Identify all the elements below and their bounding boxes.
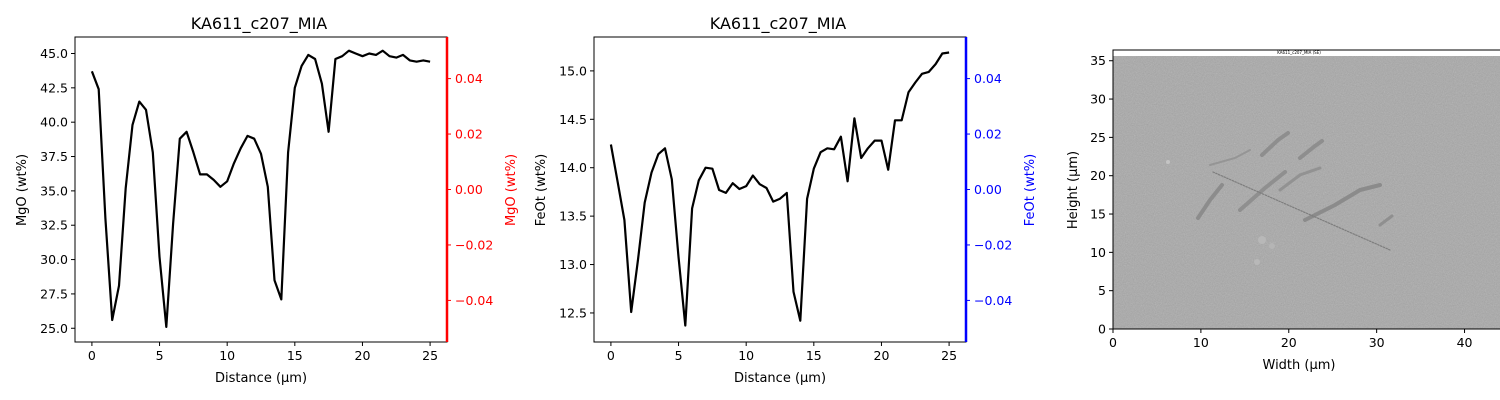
- feot-x-tick-label: 0: [607, 348, 615, 363]
- mgo-x-axis-label: Distance (µm): [215, 371, 307, 386]
- feot-x-tick-label: 15: [806, 348, 822, 363]
- mgo-x-tick-label: 25: [422, 348, 438, 363]
- mgo-x-tick-label: 0: [88, 348, 96, 363]
- feot-x-tick-label: 20: [874, 348, 890, 363]
- mgo-y2-tick-label: 0.02: [455, 127, 483, 142]
- mgo-chart-panel: KA611_c207_MIA 0 5 10 15 20 25 25.0 27.5 30.0 32…: [15, 14, 519, 386]
- se-y-tick-label: 35: [1090, 53, 1106, 68]
- feot-chart-title: KA611_c207_MIA: [710, 14, 847, 34]
- se-y-tick-label: 0: [1098, 322, 1106, 337]
- mgo-y2-tick-label: 0.00: [455, 182, 483, 197]
- feot-x-tick-label: 5: [675, 348, 683, 363]
- mgo-x-tick-label: 15: [287, 348, 303, 363]
- se-x-axis-label: Width (µm): [1263, 358, 1336, 373]
- feot-x-axis-label: Distance (µm): [734, 371, 826, 386]
- mgo-plot-frame: [74, 36, 448, 343]
- mgo-series: [90, 49, 431, 328]
- mgo-y2-tick-label: 0.04: [455, 71, 483, 86]
- feot-y2-axis-label: FeOt (wt%): [1023, 154, 1038, 226]
- feot-y-tick-label: 15.0: [559, 63, 587, 78]
- feot-y-tick-label: 14.5: [559, 112, 587, 127]
- se-y-ticks: 0 5 10 15 20 25 30 35: [1090, 53, 1113, 337]
- se-x-tick-label: 40: [1457, 335, 1473, 350]
- mgo-y-ticks: 25.0 27.5 30.0 32.5 35.0 37.5 40.0 42.5 45.0: [40, 46, 75, 336]
- se-y-axis-label: Height (µm): [1066, 151, 1081, 229]
- mgo-y-tick-label: 35.0: [40, 183, 68, 198]
- se-y-tick-label: 20: [1090, 168, 1106, 183]
- se-image-texture: [1113, 56, 1500, 329]
- se-x-tick-label: 20: [1281, 335, 1297, 350]
- se-y-tick-label: 30: [1090, 92, 1106, 107]
- mgo-y-tick-label: 30.0: [40, 252, 68, 267]
- feot-x-tick-label: 10: [738, 348, 754, 363]
- se-image-header-strip: [1113, 50, 1500, 56]
- se-image-features: [1166, 131, 1394, 265]
- mgo-x-ticks: 0 5 10 15 20 25: [88, 342, 438, 363]
- mgo-x-tick-label: 10: [219, 348, 235, 363]
- feot-y-tick-label: 12.5: [559, 305, 587, 320]
- feot-x-ticks: 0 5 10 15 20 25: [607, 342, 957, 363]
- feot-y2-tick-label: −0.04: [974, 293, 1012, 308]
- mgo-y2-axis-label: MgO (wt%): [504, 154, 519, 226]
- mgo-x-tick-label: 5: [156, 348, 164, 363]
- se-image-caption: KA611_c207_MIA (SE): [1277, 50, 1321, 55]
- feot-y2-ticks: −0.04 −0.02 0.00 0.02 0.04: [966, 71, 1012, 308]
- mgo-y-tick-label: 40.0: [40, 115, 68, 130]
- feot-y-axis-label: FeOt (wt%): [534, 154, 549, 226]
- se-y-tick-label: 5: [1098, 283, 1106, 298]
- mgo-y-tick-label: 37.5: [40, 149, 68, 164]
- mgo-y-axis-label: MgO (wt%): [15, 154, 30, 226]
- feot-y-tick-label: 13.0: [559, 257, 587, 272]
- mgo-series-line: [90, 49, 431, 328]
- se-x-ticks: 0 10 20 30 40: [1109, 329, 1473, 350]
- feot-y2-tick-label: 0.00: [974, 182, 1002, 197]
- mgo-y-tick-label: 25.0: [40, 321, 68, 336]
- feot-y-tick-label: 14.0: [559, 160, 587, 175]
- feot-y2-tick-label: −0.02: [974, 237, 1012, 252]
- mgo-chart-title: KA611_c207_MIA: [191, 14, 328, 34]
- mgo-y-tick-label: 42.5: [40, 80, 68, 95]
- mgo-y2-tick-label: −0.04: [455, 293, 493, 308]
- feot-x-tick-label: 25: [941, 348, 957, 363]
- se-x-tick-label: 30: [1369, 335, 1385, 350]
- feot-series: [609, 51, 950, 327]
- se-x-tick-label: 0: [1109, 335, 1117, 350]
- se-y-tick-label: 25: [1090, 130, 1106, 145]
- se-x-tick-label: 10: [1193, 335, 1209, 350]
- se-image-panel: KA611_c207_MIA (SE) 0 10 20 30 40 0 5 10 15 20 25…: [1066, 49, 1500, 373]
- feot-y2-tick-label: 0.02: [974, 127, 1002, 142]
- mgo-y2-tick-label: −0.02: [455, 237, 493, 252]
- feot-y-ticks: 12.5 13.0 13.5 14.0 14.5 15.0: [559, 63, 594, 320]
- feot-series-line: [609, 51, 950, 327]
- mgo-x-tick-label: 20: [355, 348, 371, 363]
- mgo-y-tick-label: 32.5: [40, 218, 68, 233]
- feot-y2-tick-label: 0.04: [974, 71, 1002, 86]
- mgo-y-tick-label: 27.5: [40, 286, 68, 301]
- feot-y-tick-label: 13.5: [559, 209, 587, 224]
- se-y-tick-label: 10: [1090, 245, 1106, 260]
- mgo-y-tick-label: 45.0: [40, 46, 68, 61]
- se-image-frame: [1112, 49, 1500, 330]
- mgo-y2-ticks: −0.04 −0.02 0.00 0.02 0.04: [447, 71, 493, 308]
- se-y-tick-label: 15: [1090, 207, 1106, 222]
- feot-chart-panel: KA611_c207_MIA 0 5 10 15 20 25 12.5 13.0 13.5 14…: [534, 14, 1038, 386]
- feot-plot-frame: [593, 36, 967, 343]
